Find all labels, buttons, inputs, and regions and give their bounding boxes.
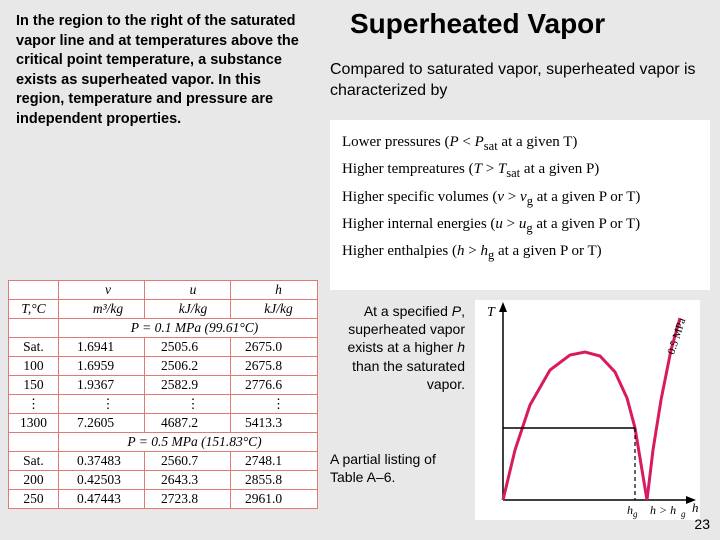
compared-text: Compared to saturated vapor, superheated… <box>330 60 700 102</box>
svg-text:h: h <box>692 500 699 515</box>
intro-paragraph: In the region to the right of the satura… <box>16 12 306 129</box>
table-row: 13007.26054687.25413.3 <box>9 414 318 433</box>
page-number: 23 <box>694 516 710 532</box>
table-row: Sat.0.374832560.72748.1 <box>9 452 318 471</box>
th-chart: Thgh > hgh0.5 MPa <box>475 300 700 520</box>
table-row: 2000.425032643.32855.8 <box>9 471 318 490</box>
prop-line-4: Higher internal energies (u > ug at a gi… <box>342 212 698 239</box>
table-header-syms: vuh <box>9 281 318 300</box>
prop-line-5: Higher enthalpies (h > hg at a given P o… <box>342 239 698 266</box>
chart-caption-1: At a specified P, superheated vapor exis… <box>330 302 465 393</box>
table-row: 1501.93672582.92776.6 <box>9 376 318 395</box>
data-table: vuh T,°C m³/kg kJ/kg kJ/kg P = 0.1 MPa (… <box>8 280 318 509</box>
prop-line-1: Lower pressures (P < Psat at a given T) <box>342 130 698 157</box>
page-title: Superheated Vapor <box>350 8 605 40</box>
table-p1-header: P = 0.1 MPa (99.61°C) <box>9 319 318 338</box>
table-row: 1001.69592506.22675.8 <box>9 357 318 376</box>
table-p2-header: P = 0.5 MPa (151.83°C) <box>9 433 318 452</box>
table-row: 2500.474432723.82961.0 <box>9 490 318 509</box>
svg-text:h > h: h > h <box>650 503 676 517</box>
table-row: Sat.1.69412505.62675.0 <box>9 338 318 357</box>
svg-text:0.5 MPa: 0.5 MPa <box>665 317 688 356</box>
svg-text:T: T <box>487 305 496 320</box>
table-header-units: T,°C m³/kg kJ/kg kJ/kg <box>9 300 318 319</box>
svg-text:g: g <box>633 509 638 519</box>
chart-caption-2: A partial listing of Table A–6. <box>330 450 440 486</box>
prop-line-2: Higher tempreatures (T > Tsat at a given… <box>342 157 698 184</box>
properties-list: Lower pressures (P < Psat at a given T) … <box>330 120 710 290</box>
svg-text:g: g <box>681 509 686 519</box>
prop-line-3: Higher specific volumes (v > vg at a giv… <box>342 185 698 212</box>
table-row: ⋮⋮⋮⋮ <box>9 395 318 414</box>
